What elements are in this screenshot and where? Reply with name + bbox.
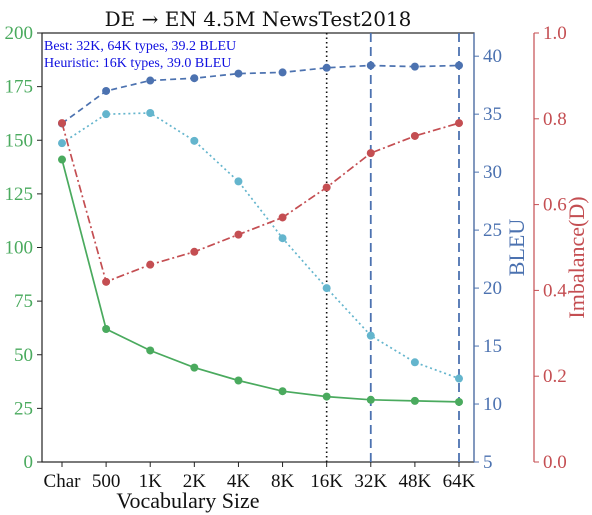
data-point-2-8 [410, 131, 419, 140]
data-point-2-7 [366, 149, 375, 158]
data-point-3-3 [190, 363, 199, 372]
data-point-1-9 [455, 374, 463, 383]
chart-title: DE → EN 4.5M NewsTest2018 [105, 7, 412, 31]
data-point-0-1 [102, 86, 111, 95]
x-tick-label: 2K [183, 471, 207, 492]
left-tick-label: 25 [14, 398, 33, 419]
left-tick-label: 125 [5, 184, 34, 205]
data-point-1-7 [366, 331, 375, 340]
annotation-best: Best: 32K, 64K types, 39.2 BLEU [44, 39, 236, 54]
data-point-0-5 [278, 68, 287, 77]
left-tick-label: 50 [14, 345, 33, 366]
data-point-0-6 [322, 63, 331, 72]
x-tick-label: 16K [310, 471, 343, 492]
data-point-2-4 [234, 230, 243, 239]
left-tick-label: 175 [5, 77, 34, 98]
imbalance-tick-label: 0.6 [543, 195, 567, 216]
bleu-tick-label: 20 [483, 278, 502, 299]
data-point-3-5 [278, 387, 287, 396]
data-point-0-8 [410, 62, 419, 71]
data-point-2-0 [58, 119, 66, 128]
bleu-tick-label: 10 [483, 394, 502, 415]
imbalance-tick-label: 1.0 [543, 23, 567, 44]
plot-frame [41, 32, 475, 463]
bleu-axis-label: BLEU [504, 219, 529, 277]
data-point-2-2 [146, 260, 155, 269]
annotation-heuristic: Heuristic: 16K types, 39.0 BLEU [44, 56, 231, 71]
data-point-3-9 [455, 397, 463, 406]
data-point-3-7 [366, 395, 375, 404]
imbalance-tick-label: 0.2 [543, 366, 567, 387]
data-point-1-6 [322, 284, 331, 293]
data-point-0-4 [234, 69, 243, 78]
series-line-2 [61, 122, 460, 283]
data-point-3-1 [102, 325, 111, 334]
imbalance-tick-label: 0.4 [543, 280, 567, 301]
bleu-tick-label: 25 [483, 220, 502, 241]
data-point-3-8 [410, 396, 419, 405]
x-tick-label: 32K [354, 471, 387, 492]
imbalance-tick-label: 0.8 [543, 109, 567, 130]
data-point-1-2 [146, 109, 155, 118]
x-tick-label: Char [44, 471, 82, 492]
bleu-tick-label: 5 [483, 452, 493, 473]
bleu-tick-label: 30 [483, 162, 502, 183]
x-tick-label: 64K [443, 471, 476, 492]
plot-border [41, 32, 475, 463]
data-point-3-2 [146, 346, 155, 355]
x-tick-label: 48K [399, 471, 432, 492]
data-point-1-8 [410, 358, 419, 367]
data-point-2-6 [322, 183, 331, 192]
bleu-tick-label: 35 [483, 104, 502, 125]
left-tick-label: 0 [24, 452, 34, 473]
left-tick-label: 150 [5, 130, 34, 151]
x-tick-label: 500 [92, 471, 121, 492]
data-point-2-5 [278, 213, 287, 222]
data-point-0-9 [455, 61, 463, 70]
axes: Char 500 1K 2K 4K 8K 16K 32K 48K 64K 0 25 50 75 100 125… [5, 23, 568, 492]
data-point-2-3 [190, 247, 199, 256]
data-point-0-3 [190, 74, 199, 83]
bleu-tick-label: 40 [483, 46, 502, 67]
data-point-1-1 [102, 110, 111, 119]
series-line-1 [61, 112, 460, 380]
data-point-1-0 [58, 139, 66, 148]
data-point-0-2 [146, 76, 155, 85]
data-point-0-7 [366, 61, 375, 70]
left-tick-label: 75 [14, 291, 33, 312]
x-tick-label: 4K [227, 471, 251, 492]
reference-lines [325, 33, 460, 462]
series-line-3 [61, 159, 460, 403]
x-tick-label: 1K [139, 471, 163, 492]
x-tick-label: 8K [271, 471, 295, 492]
bleu-tick-label: 15 [483, 336, 502, 357]
left-tick-label: 200 [5, 23, 34, 44]
data-point-1-4 [234, 177, 243, 186]
imbalance-axis-label: Imbalance(D) [564, 196, 589, 318]
data-point-2-1 [102, 277, 111, 286]
series-line-0 [61, 64, 460, 125]
imbalance-tick-label: 0.0 [543, 452, 567, 473]
data-point-3-4 [234, 376, 243, 385]
data-point-3-6 [322, 392, 331, 401]
data-point-2-9 [455, 119, 463, 128]
x-axis-label: Vocabulary Size [116, 488, 259, 513]
data-point-1-5 [278, 234, 287, 243]
data-point-3-0 [58, 155, 66, 164]
series-layer [58, 61, 463, 406]
left-tick-label: 100 [5, 238, 34, 259]
data-point-1-3 [190, 136, 199, 145]
